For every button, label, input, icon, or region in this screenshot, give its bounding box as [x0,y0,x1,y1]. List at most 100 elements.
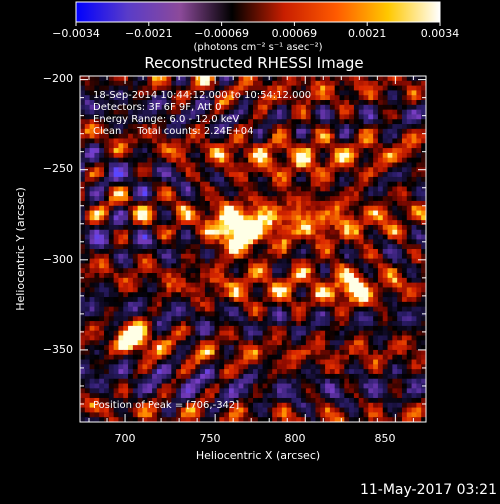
heatmap-cell [272,393,278,399]
heatmap-cell [272,119,278,125]
heatmap-cell [291,90,297,96]
heatmap-cell [248,210,254,216]
heatmap-cell [286,244,292,250]
heatmap-cell [176,162,182,168]
heatmap-cell [248,205,254,211]
heatmap-cell [257,316,264,322]
heatmap-cell [238,181,244,187]
heatmap-cell [320,95,326,101]
heatmap-cell [291,287,297,293]
heatmap-cell [80,282,86,288]
heatmap-cell [286,373,292,380]
heatmap-cell [156,210,163,216]
heatmap-cell [344,239,350,245]
heatmap-cell [253,90,259,96]
heatmap-cell [392,321,398,327]
heatmap-cell [411,138,417,144]
heatmap-cell [113,133,119,139]
heatmap-cell [349,301,355,308]
heatmap-cell [277,128,283,135]
heatmap-cell [272,224,278,231]
heatmap-cell [291,76,297,82]
heatmap-cell [305,287,312,293]
heatmap-cell [397,364,403,370]
heatmap-cell [180,167,187,173]
heatmap-cell [339,167,345,173]
heatmap-cell [286,133,292,139]
heatmap-cell [209,138,215,144]
heatmap-cell [248,330,254,336]
heatmap-cell [281,100,288,106]
heatmap-cell [382,186,388,192]
heatmap-cell [156,373,163,380]
heatmap-cell [339,311,345,317]
heatmap-cell [94,176,100,183]
heatmap-cell [137,277,143,284]
heatmap-cell [267,162,273,168]
heatmap-cell [128,114,134,120]
heatmap-cell [353,273,360,279]
heatmap-cell [349,316,355,322]
heatmap-cell [286,76,292,82]
heatmap-cell [253,359,259,365]
heatmap-cell [171,359,177,365]
heatmap-cell [421,397,426,404]
heatmap-cell [401,234,408,240]
heatmap-cell [161,397,167,404]
heatmap-cell [349,325,355,332]
heatmap-cell [272,345,278,351]
heatmap-cell [305,124,312,130]
heatmap-cell [373,124,379,130]
heatmap-cell [128,124,134,130]
heatmap-cell [80,76,86,82]
heatmap-cell [224,148,230,154]
heatmap-cell [310,335,316,341]
heatmap-cell [180,239,187,245]
heatmap-cell [224,220,230,226]
heatmap-cell [118,176,124,183]
heatmap-cell [281,124,288,130]
heatmap-cell [89,345,95,351]
heatmap-cell [411,133,417,139]
heatmap-cell [358,330,364,336]
heatmap-cell [132,215,139,221]
heatmap-cell [305,186,312,192]
heatmap-cell [80,354,86,360]
heatmap-cell [99,297,105,303]
heatmap-cell [89,249,95,255]
heatmap-cell [84,152,91,159]
heatmap-cell [233,268,239,274]
heatmap-cell [94,191,100,197]
heatmap-cell [166,191,172,197]
heatmap-cell [373,378,379,384]
heatmap-cell [363,210,369,216]
heatmap-cell [349,210,355,216]
heatmap-cell [228,239,235,245]
heatmap-cell [113,100,119,106]
heatmap-cell [185,104,191,111]
heatmap-cell [320,373,326,380]
heatmap-cell [161,301,167,308]
heatmap-cell [137,282,143,288]
heatmap-cell [344,393,350,399]
heatmap-cell [161,76,167,82]
heatmap-cell [204,325,211,332]
heatmap-cell [397,340,403,346]
heatmap-cell [137,292,143,298]
heatmap-cell [132,167,139,173]
heatmap-cell [277,253,283,260]
heatmap-cell [200,388,206,394]
heatmap-cell [363,340,369,346]
heatmap-cell [209,268,215,274]
heatmap-cell [161,85,167,91]
heatmap-cell [214,292,220,298]
heatmap-cell [257,205,264,211]
heatmap-cell [176,167,182,173]
heatmap-cell [272,321,278,327]
heatmap-cell [392,167,398,173]
heatmap-cell [224,306,230,312]
heatmap-cell [257,282,264,288]
heatmap-cell [257,297,264,303]
heatmap-cell [147,148,153,154]
